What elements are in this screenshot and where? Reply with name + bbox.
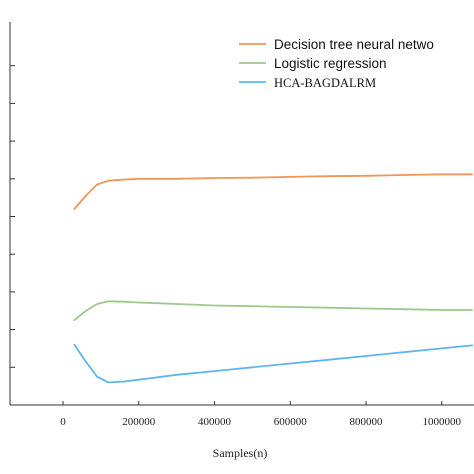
x-tick-label-2: 400000 bbox=[198, 416, 232, 428]
legend-label-2: HCA-BAGDALRM bbox=[274, 76, 376, 90]
x-tick-label-4: 800000 bbox=[350, 416, 384, 428]
series-line-2 bbox=[73, 343, 474, 384]
x-axis-title: Samples(n) bbox=[213, 446, 268, 460]
series-line-0 bbox=[73, 173, 474, 210]
series-line-1 bbox=[73, 300, 474, 322]
x-tick-label-3: 600000 bbox=[274, 416, 308, 428]
x-tick-label-5: 1000000 bbox=[423, 416, 462, 428]
x-tick-label-0: 0 bbox=[60, 416, 66, 428]
chart-axes: 0 200000 400000 600000 800000 1000000 bbox=[9, 22, 474, 428]
chart-legend: Decision tree neural netwo Logistic regre… bbox=[239, 37, 434, 90]
legend-label-0: Decision tree neural netwo bbox=[274, 37, 434, 52]
legend-label-1: Logistic regression bbox=[274, 56, 387, 71]
chart-series bbox=[73, 173, 474, 384]
x-tick-label-1: 200000 bbox=[122, 416, 156, 428]
